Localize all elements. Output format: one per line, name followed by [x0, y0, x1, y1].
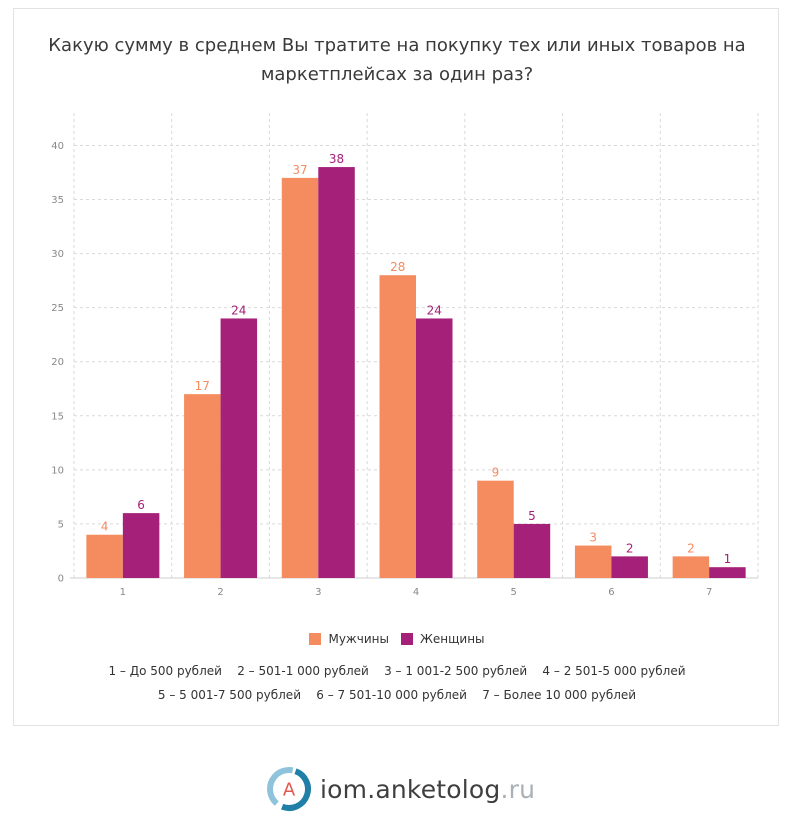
legend-swatch-men	[309, 633, 322, 645]
bar-value-label: 37	[292, 163, 307, 177]
bar-value-label: 1	[724, 552, 732, 566]
x-tick-label: 6	[608, 587, 614, 598]
bar-value-label: 6	[137, 498, 145, 512]
y-tick-label: 0	[58, 574, 64, 585]
bar-women	[220, 318, 258, 578]
chart-card: Какую сумму в среднем Вы тратите на поку…	[13, 8, 779, 726]
bar-men	[672, 556, 710, 578]
y-tick-label: 25	[51, 303, 64, 314]
category-notes-line-1: 1 – До 500 рублей 2 – 501-1 000 рублей 3…	[108, 664, 686, 678]
bar-men	[184, 394, 221, 578]
y-tick-label: 40	[51, 141, 64, 152]
bar-women	[416, 318, 453, 578]
bar-women	[709, 567, 746, 578]
bar-value-label: 2	[687, 541, 695, 555]
y-tick-label: 15	[51, 411, 64, 422]
bar-women	[318, 167, 355, 578]
legend-label-women: Женщины	[419, 632, 485, 646]
category-notes-line-2: 5 – 5 001-7 500 рублей 6 – 7 501-10 000 …	[157, 688, 637, 702]
y-tick-label: 10	[51, 465, 64, 476]
bar-men	[574, 545, 612, 578]
bar-value-label: 2	[626, 541, 634, 555]
y-tick-label: 20	[51, 357, 64, 368]
bar-men	[477, 480, 514, 578]
bar-value-label: 9	[492, 466, 500, 480]
y-tick-label: 35	[51, 195, 64, 206]
x-tick-label: 3	[315, 587, 321, 598]
chart-legend: Мужчины Женщины	[14, 629, 780, 649]
legend-item-men[interactable]: Мужчины	[309, 632, 389, 646]
anketolog-logo-icon: A	[267, 767, 311, 811]
bar-value-label: 5	[528, 509, 536, 523]
chart-title: Какую сумму в среднем Вы тратите на поку…	[48, 35, 746, 85]
bar-value-label: 24	[427, 303, 442, 317]
logo-letter: A	[283, 780, 296, 801]
y-tick-label: 5	[58, 519, 64, 530]
x-tick-label: 5	[511, 587, 517, 598]
bar-value-label: 28	[390, 260, 405, 274]
brand-footer[interactable]: A iom.anketolog.ru	[266, 766, 535, 812]
bar-value-label: 3	[589, 531, 597, 545]
bar-women	[513, 523, 551, 578]
bar-value-label: 17	[195, 379, 210, 393]
bar-value-label: 24	[231, 303, 246, 317]
bar-women	[611, 556, 648, 578]
brand-tld: .ru	[500, 774, 536, 804]
bar-value-label: 4	[101, 520, 109, 534]
x-tick-label: 4	[413, 587, 419, 598]
y-tick-label: 30	[51, 249, 64, 260]
brand-name: iom.anketolog.ru	[320, 774, 536, 804]
legend-label-men: Мужчины	[328, 632, 389, 646]
bar-men	[281, 177, 319, 578]
bar-men	[86, 534, 123, 578]
bar-women	[122, 513, 160, 578]
legend-swatch-women	[400, 633, 413, 645]
x-tick-label: 7	[706, 587, 712, 598]
x-tick-label: 2	[217, 587, 223, 598]
legend-item-women[interactable]: Женщины	[400, 632, 485, 646]
x-tick-label: 1	[120, 587, 126, 598]
bar-men	[379, 275, 416, 578]
bar-value-label: 38	[329, 152, 344, 166]
